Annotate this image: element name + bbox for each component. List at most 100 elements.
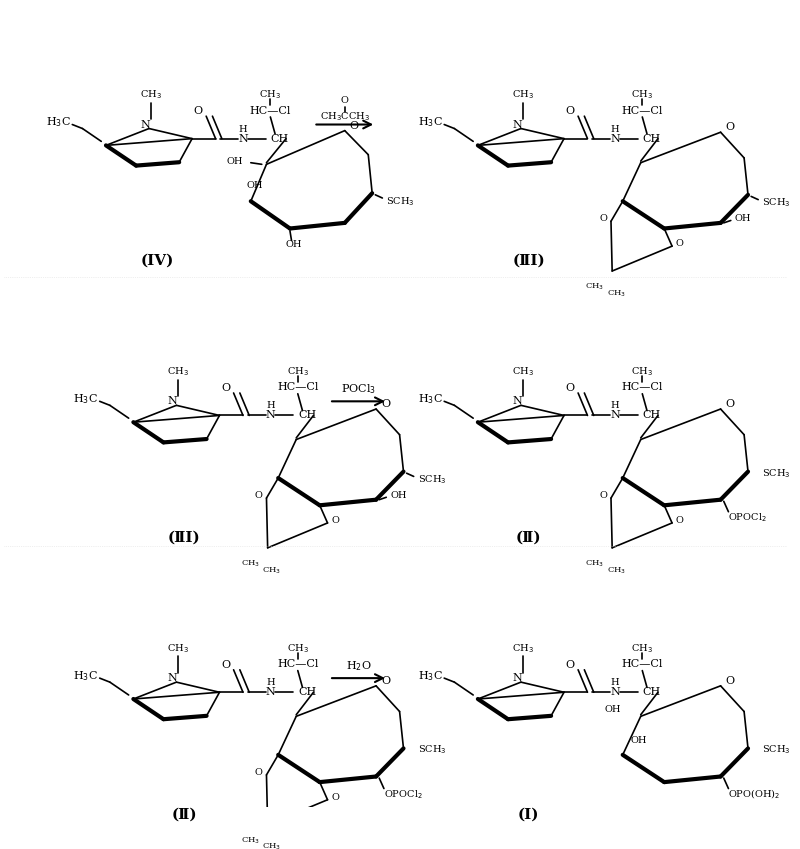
Text: CH$_3$: CH$_3$ xyxy=(586,282,605,292)
Text: HC—Cl: HC—Cl xyxy=(277,382,318,392)
Text: H: H xyxy=(266,678,274,687)
Text: H$_3$C: H$_3$C xyxy=(74,392,98,406)
Text: O: O xyxy=(566,383,575,393)
Text: H: H xyxy=(610,125,619,133)
Text: N: N xyxy=(238,133,248,143)
Text: (Ⅱ): (Ⅱ) xyxy=(171,807,197,822)
Text: H$_3$C: H$_3$C xyxy=(46,115,70,129)
Text: SCH$_3$: SCH$_3$ xyxy=(762,744,790,756)
Text: CH$_3$: CH$_3$ xyxy=(262,842,281,849)
Text: CH$_3$: CH$_3$ xyxy=(259,88,282,101)
Text: N: N xyxy=(610,687,620,697)
Text: CH$_3$CCH$_3$: CH$_3$CCH$_3$ xyxy=(320,110,370,123)
Text: (ⅡⅠ): (ⅡⅠ) xyxy=(168,531,201,545)
Text: CH$_3$: CH$_3$ xyxy=(511,642,534,655)
Text: CH$_3$: CH$_3$ xyxy=(631,365,654,378)
Text: O: O xyxy=(676,516,684,525)
Text: CH$_3$: CH$_3$ xyxy=(140,88,162,101)
Text: O: O xyxy=(566,660,575,670)
Text: H$_3$C: H$_3$C xyxy=(418,392,442,406)
Text: H$_3$C: H$_3$C xyxy=(418,669,442,683)
Text: H: H xyxy=(266,402,274,410)
Text: OH: OH xyxy=(734,214,751,223)
Text: O: O xyxy=(381,676,390,686)
Text: O: O xyxy=(254,492,262,500)
Text: (ⅡⅠ): (ⅡⅠ) xyxy=(512,254,545,268)
Text: OPO(OH)$_2$: OPO(OH)$_2$ xyxy=(729,787,781,801)
Text: O: O xyxy=(350,121,358,131)
Text: N: N xyxy=(610,133,620,143)
Text: N: N xyxy=(266,687,275,697)
Text: HC—Cl: HC—Cl xyxy=(250,105,291,115)
Text: CH$_3$: CH$_3$ xyxy=(287,365,309,378)
Text: OH: OH xyxy=(246,181,263,189)
Text: CH$_3$: CH$_3$ xyxy=(167,365,189,378)
Text: SCH$_3$: SCH$_3$ xyxy=(762,196,790,209)
Text: CH$_3$: CH$_3$ xyxy=(262,565,281,576)
Text: O: O xyxy=(221,660,230,670)
Text: H$_3$C: H$_3$C xyxy=(74,669,98,683)
Text: N: N xyxy=(512,120,522,130)
Text: O: O xyxy=(331,793,339,801)
Text: CH$_3$: CH$_3$ xyxy=(241,835,260,846)
Text: CH$_3$: CH$_3$ xyxy=(511,365,534,378)
Text: CH: CH xyxy=(270,133,289,143)
Text: CH: CH xyxy=(642,410,661,420)
Text: N: N xyxy=(512,673,522,683)
Text: H: H xyxy=(610,402,619,410)
Text: OH: OH xyxy=(226,156,243,166)
Text: OH: OH xyxy=(390,492,406,500)
Text: CH$_3$: CH$_3$ xyxy=(241,559,260,569)
Text: OPOCl$_2$: OPOCl$_2$ xyxy=(384,788,422,801)
Text: CH: CH xyxy=(642,133,661,143)
Text: HC—Cl: HC—Cl xyxy=(277,659,318,669)
Text: SCH$_3$: SCH$_3$ xyxy=(418,744,446,756)
Text: OH: OH xyxy=(630,736,646,745)
Text: CH$_3$: CH$_3$ xyxy=(511,88,534,101)
Text: CH: CH xyxy=(298,410,316,420)
Text: OH: OH xyxy=(605,706,621,714)
Text: H$_3$C: H$_3$C xyxy=(418,115,442,129)
Text: H: H xyxy=(610,678,619,687)
Text: (Ⅰ): (Ⅰ) xyxy=(518,807,539,822)
Text: O: O xyxy=(726,676,734,686)
Text: HC—Cl: HC—Cl xyxy=(622,659,663,669)
Text: CH$_3$: CH$_3$ xyxy=(287,642,309,655)
Text: CH: CH xyxy=(298,687,316,697)
Text: N: N xyxy=(168,673,178,683)
Text: O: O xyxy=(676,239,684,248)
Text: OPOCl$_2$: OPOCl$_2$ xyxy=(729,511,767,524)
Text: (ⅠV): (ⅠV) xyxy=(140,254,174,268)
Text: POCl$_3$: POCl$_3$ xyxy=(341,382,376,396)
Text: CH$_3$: CH$_3$ xyxy=(631,88,654,101)
Text: O: O xyxy=(331,516,339,525)
Text: O: O xyxy=(381,399,390,409)
Text: SCH$_3$: SCH$_3$ xyxy=(418,473,446,486)
Text: HC—Cl: HC—Cl xyxy=(622,382,663,392)
Text: H$_2$O: H$_2$O xyxy=(346,659,371,673)
Text: CH: CH xyxy=(642,687,661,697)
Text: O: O xyxy=(566,106,575,116)
Text: OH: OH xyxy=(286,240,302,249)
Text: O: O xyxy=(599,214,607,223)
Text: N: N xyxy=(266,410,275,420)
Text: SCH$_3$: SCH$_3$ xyxy=(386,194,414,208)
Text: O: O xyxy=(221,383,230,393)
Text: O: O xyxy=(726,122,734,132)
Text: CH$_3$: CH$_3$ xyxy=(606,289,626,299)
Text: O: O xyxy=(341,96,349,105)
Text: O: O xyxy=(194,106,203,116)
Text: O: O xyxy=(599,492,607,500)
Text: H: H xyxy=(238,125,247,133)
Text: O: O xyxy=(726,399,734,409)
Text: CH$_3$: CH$_3$ xyxy=(631,642,654,655)
Text: CH$_3$: CH$_3$ xyxy=(586,559,605,569)
Text: (Ⅱ): (Ⅱ) xyxy=(516,531,542,545)
Text: CH$_3$: CH$_3$ xyxy=(167,642,189,655)
Text: N: N xyxy=(610,410,620,420)
Text: CH$_3$: CH$_3$ xyxy=(606,565,626,576)
Text: N: N xyxy=(140,120,150,130)
Text: HC—Cl: HC—Cl xyxy=(622,105,663,115)
Text: N: N xyxy=(512,396,522,407)
Text: N: N xyxy=(168,396,178,407)
